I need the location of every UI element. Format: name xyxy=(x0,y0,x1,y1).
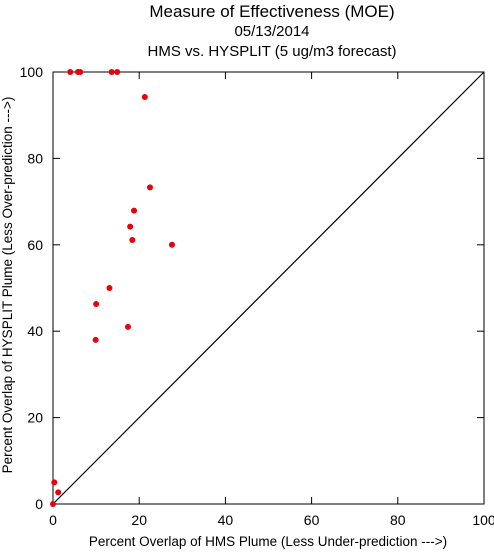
x-tick-label: 40 xyxy=(218,512,234,528)
y-tick-label: 100 xyxy=(20,64,44,80)
data-point xyxy=(129,237,136,244)
data-point xyxy=(108,69,115,75)
data-point xyxy=(168,241,175,248)
data-point xyxy=(51,479,58,486)
x-tick-label: 20 xyxy=(131,512,147,528)
x-tick-label: 100 xyxy=(472,512,494,528)
y-tick-label: 20 xyxy=(27,410,43,426)
x-tick-label: 80 xyxy=(390,512,406,528)
data-point xyxy=(77,69,84,75)
y-tick-label: 80 xyxy=(27,150,43,166)
y-axis-label: Percent Overlap of HYSPLIT Plume (Less O… xyxy=(0,97,15,474)
data-points xyxy=(50,69,175,507)
x-tick-label: 0 xyxy=(49,512,57,528)
data-point xyxy=(55,489,62,496)
chart-subtitle: HMS vs. HYSPLIT (5 ug/m3 forecast) xyxy=(148,43,397,60)
data-point xyxy=(131,207,138,214)
data-point xyxy=(92,336,99,343)
y-tick-label: 40 xyxy=(27,323,43,339)
data-point xyxy=(127,223,134,230)
plot-frame xyxy=(52,71,485,505)
reference-diagonal-line xyxy=(52,71,485,505)
data-point xyxy=(67,69,74,75)
x-axis-label: Percent Overlap of HMS Plume (Less Under… xyxy=(89,534,447,549)
y-tick-label: 60 xyxy=(27,237,43,253)
chart-date: 05/13/2014 xyxy=(234,23,309,40)
x-axis: 0 20 40 60 80 100 xyxy=(49,72,494,528)
chart-title: Measure of Effectiveness (MOE) xyxy=(149,2,394,21)
data-point xyxy=(124,323,131,330)
y-axis: 0 20 40 60 80 100 xyxy=(20,64,484,512)
data-point xyxy=(106,285,113,291)
data-point xyxy=(50,501,56,507)
x-tick-label: 60 xyxy=(304,512,320,528)
data-point xyxy=(141,94,148,101)
data-point xyxy=(114,69,121,75)
y-tick-label: 0 xyxy=(35,496,43,512)
data-point xyxy=(146,184,153,191)
data-point xyxy=(93,300,100,307)
